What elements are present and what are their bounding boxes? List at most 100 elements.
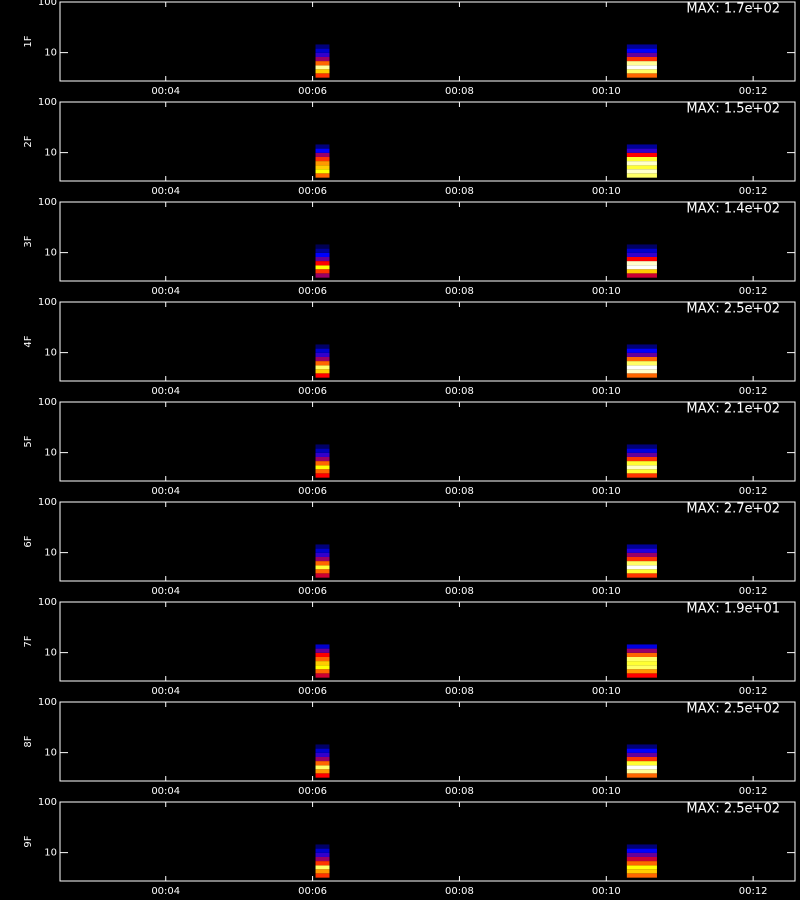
- spectrogram-cell: [315, 773, 330, 778]
- y-axis-label: 5F: [23, 435, 34, 447]
- spectrogram-cell: [626, 865, 657, 870]
- spectrogram-cell: [315, 248, 330, 253]
- spectrogram-cell: [626, 348, 657, 353]
- x-tick-label: 00:04: [151, 486, 180, 497]
- max-annotation: MAX: 2.5e+02: [686, 802, 780, 817]
- spectrogram-cell: [626, 573, 657, 578]
- x-tick-label: 00:08: [445, 386, 474, 397]
- spectrogram-cell: [315, 265, 330, 270]
- spectrogram-cell: [315, 561, 330, 566]
- spectrogram-cell: [626, 869, 657, 874]
- x-tick-label: 00:06: [298, 286, 327, 297]
- x-tick-label: 00:12: [739, 886, 768, 897]
- spectrogram-cell: [315, 548, 330, 553]
- spectrogram-cell: [626, 148, 657, 153]
- spectrogram-cell: [626, 544, 657, 549]
- y-tick-label: 100: [38, 797, 57, 808]
- y-tick-label: 10: [44, 448, 57, 459]
- spectrogram-cell: [315, 144, 330, 149]
- x-tick-label: 00:06: [298, 686, 327, 697]
- spectrogram-cell: [626, 569, 657, 574]
- spectrogram-cell: [626, 365, 657, 370]
- spectrogram-cell: [626, 761, 657, 766]
- x-tick-label: 00:08: [445, 686, 474, 697]
- x-tick-label: 00:12: [739, 586, 768, 597]
- spectrogram-cell: [626, 548, 657, 553]
- x-tick-label: 00:10: [592, 386, 621, 397]
- x-tick-label: 00:12: [739, 686, 768, 697]
- spectrogram-cell: [626, 461, 657, 466]
- spectrogram-cell: [315, 744, 330, 749]
- spectrogram-cell: [315, 456, 330, 462]
- spectrogram-cell: [626, 73, 657, 78]
- x-tick-label: 00:04: [151, 286, 180, 297]
- x-tick-label: 00:04: [151, 686, 180, 697]
- spectrogram-cell: [626, 856, 657, 862]
- x-tick-label: 00:12: [739, 486, 768, 497]
- x-tick-label: 00:12: [739, 286, 768, 297]
- spectrogram-cell: [315, 465, 330, 470]
- spectrogram-cell: [315, 865, 330, 870]
- spectrogram-cell: [315, 648, 330, 653]
- x-tick-label: 00:04: [151, 586, 180, 597]
- spectrogram-cell: [315, 473, 330, 478]
- spectrogram-cell: [315, 765, 330, 770]
- spectrogram-cell: [315, 244, 330, 249]
- spectrogram-cell: [315, 665, 330, 670]
- spectrogram-cell: [626, 256, 657, 262]
- spectrogram-cell: [626, 61, 657, 66]
- spectrogram-cell: [315, 673, 330, 678]
- x-tick-label: 00:12: [739, 786, 768, 797]
- spectrogram-cell: [626, 273, 657, 278]
- spectrogram-cell: [315, 373, 330, 378]
- spectrogram-cell: [626, 144, 657, 149]
- max-annotation: MAX: 2.5e+02: [686, 302, 780, 317]
- spectrogram-cell: [626, 673, 657, 678]
- spectrogram-cell: [315, 48, 330, 53]
- y-axis-label: 2F: [23, 135, 34, 147]
- spectrogram-cell: [626, 756, 657, 762]
- spectrogram-cell: [626, 656, 657, 662]
- x-tick-label: 00:12: [739, 86, 768, 97]
- x-tick-label: 00:06: [298, 86, 327, 97]
- spectrogram-cell: [626, 173, 657, 178]
- spectrogram-cell: [626, 156, 657, 162]
- spectrogram-cell: [315, 644, 330, 649]
- spectrogram-cell: [315, 161, 330, 166]
- y-axis-label: 7F: [23, 635, 34, 647]
- x-tick-label: 00:12: [739, 386, 768, 397]
- plot-frame: [59, 601, 796, 682]
- spectrogram-cell: [315, 256, 330, 262]
- spectrogram-cell: [626, 448, 657, 453]
- spectrogram-cell: [315, 56, 330, 62]
- spectrogram-cell: [626, 248, 657, 253]
- spectrogram-cell: [626, 69, 657, 74]
- spectrogram-cell: [315, 652, 330, 657]
- spectrogram-cell: [626, 848, 657, 853]
- x-tick-label: 00:10: [592, 786, 621, 797]
- x-tick-label: 00:10: [592, 686, 621, 697]
- x-tick-label: 00:08: [445, 486, 474, 497]
- spectrogram-cell: [315, 769, 330, 774]
- spectrogram-cell: [626, 269, 657, 274]
- y-tick-label: 10: [44, 248, 57, 259]
- spectrogram-cell: [315, 556, 330, 562]
- spectrogram-cell: [626, 473, 657, 478]
- spectrogram-cell: [626, 65, 657, 70]
- spectrogram-cell: [626, 373, 657, 378]
- y-axis-label: 3F: [23, 235, 34, 247]
- x-tick-label: 00:04: [151, 386, 180, 397]
- x-tick-label: 00:06: [298, 186, 327, 197]
- spectrogram-cell: [315, 573, 330, 578]
- spectrogram-cell: [315, 269, 330, 274]
- x-tick-label: 00:04: [151, 186, 180, 197]
- max-annotation: MAX: 2.7e+02: [686, 502, 780, 517]
- spectrogram-cell: [626, 361, 657, 366]
- x-tick-label: 00:10: [592, 886, 621, 897]
- spectrogram-cell: [315, 348, 330, 353]
- spectrogram-cell: [315, 173, 330, 178]
- spectrogram-cell: [626, 565, 657, 570]
- spectrogram-cell: [626, 669, 657, 674]
- spectrogram-cell: [626, 356, 657, 362]
- x-tick-label: 00:10: [592, 486, 621, 497]
